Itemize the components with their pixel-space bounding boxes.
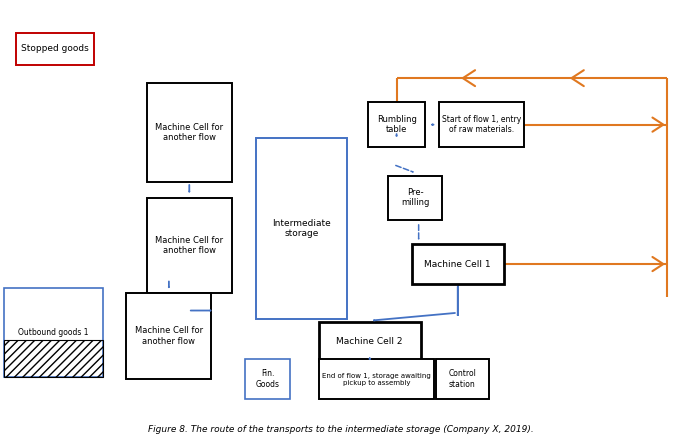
Text: Machine Cell 2: Machine Cell 2 (336, 337, 403, 346)
Bar (255, 138, 347, 319)
Bar (4, 289, 103, 377)
Bar (147, 83, 232, 182)
Bar (436, 359, 489, 399)
Bar (245, 359, 289, 399)
Bar (388, 175, 443, 220)
Text: Stopped goods: Stopped goods (21, 44, 89, 53)
Bar (439, 103, 524, 147)
Bar (147, 198, 232, 293)
Text: Start of flow 1, entry
of raw materials.: Start of flow 1, entry of raw materials. (442, 115, 521, 135)
Bar (16, 33, 94, 65)
Bar (127, 293, 211, 379)
Text: Fin.
Goods: Fin. Goods (255, 369, 279, 389)
Text: Control
station: Control station (448, 369, 476, 389)
Text: Machine Cell for
another flow: Machine Cell for another flow (155, 123, 223, 142)
Text: End of flow 1, storage awaiting
pickup to assembly: End of flow 1, storage awaiting pickup t… (322, 373, 431, 386)
Text: Machine Cell for
another flow: Machine Cell for another flow (135, 326, 203, 346)
Text: Intermediate
storage: Intermediate storage (272, 219, 331, 238)
Text: Machine Cell for
another flow: Machine Cell for another flow (155, 235, 223, 255)
Bar (368, 103, 426, 147)
Text: Rumbling
table: Rumbling table (377, 115, 417, 135)
Text: Figure 8. The route of the transports to the intermediate storage (Company X, 20: Figure 8. The route of the transports to… (148, 424, 533, 434)
Text: Outbound goods 1: Outbound goods 1 (18, 328, 89, 337)
Bar (319, 359, 434, 399)
Text: Pre-
milling: Pre- milling (401, 188, 430, 207)
Bar (4, 340, 103, 377)
Bar (319, 321, 421, 361)
Bar (412, 244, 504, 284)
Text: Machine Cell 1: Machine Cell 1 (424, 260, 491, 269)
